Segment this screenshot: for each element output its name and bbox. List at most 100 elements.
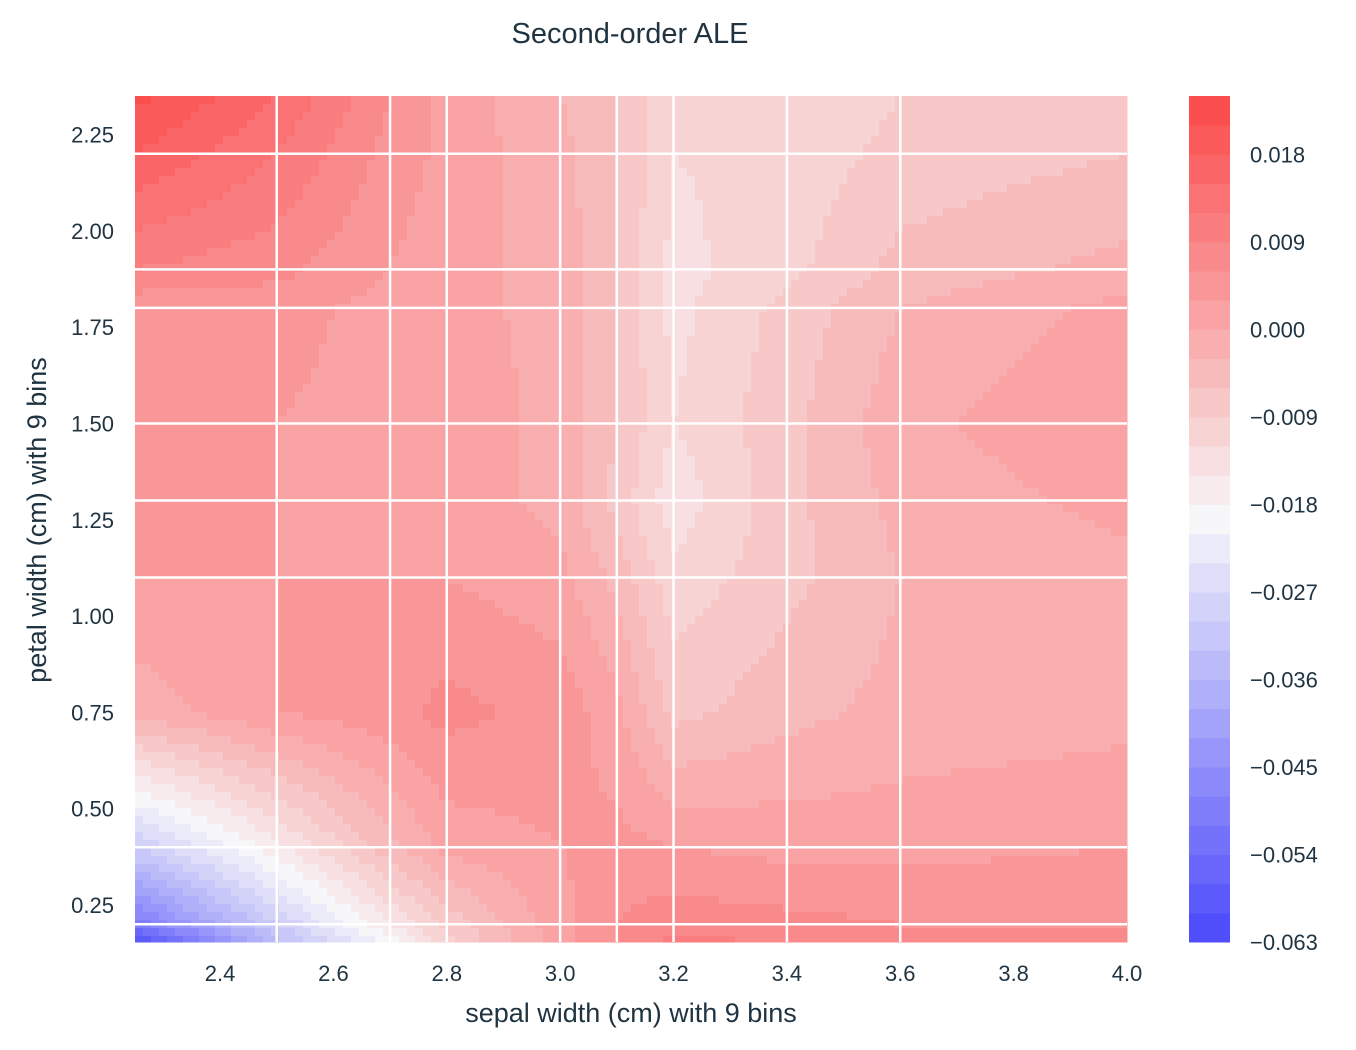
contour-cell — [511, 384, 520, 393]
contour-cell — [143, 296, 152, 305]
contour-cell — [207, 224, 216, 233]
contour-cell — [551, 232, 560, 241]
contour-cell — [759, 192, 768, 201]
contour-cell — [151, 384, 160, 393]
contour-cell — [807, 256, 816, 265]
contour-cell — [879, 280, 888, 289]
contour-cell — [1119, 232, 1128, 241]
contour-cell — [959, 248, 968, 257]
contour-cell — [455, 312, 464, 321]
contour-cell — [671, 192, 680, 201]
contour-cell — [623, 224, 632, 233]
contour-cell — [695, 408, 704, 417]
contour-cell — [703, 176, 712, 185]
contour-cell — [215, 144, 224, 153]
contour-cell — [887, 152, 896, 161]
contour-cell — [607, 320, 616, 329]
contour-cell — [863, 128, 872, 137]
contour-cell — [503, 328, 512, 337]
contour-cell — [719, 120, 728, 129]
contour-cell — [991, 128, 1000, 137]
contour-cell — [223, 176, 232, 185]
contour-cell — [815, 192, 824, 201]
contour-cell — [999, 360, 1008, 369]
contour-cell — [351, 168, 360, 177]
contour-cell — [1111, 408, 1120, 417]
contour-cell — [199, 208, 208, 217]
contour-cell — [383, 400, 392, 409]
contour-cell — [1063, 400, 1072, 409]
contour-cell — [175, 120, 184, 129]
contour-cell — [919, 376, 928, 385]
contour-cell — [407, 208, 416, 217]
contour-cell — [279, 312, 288, 321]
contour-cell — [631, 288, 640, 297]
contour-cell — [1079, 128, 1088, 137]
contour-cell — [1031, 368, 1040, 377]
contour-cell — [367, 112, 376, 121]
contour-cell — [447, 160, 456, 169]
contour-cell — [1063, 160, 1072, 169]
contour-cell — [591, 360, 600, 369]
contour-cell — [335, 104, 344, 113]
contour-cell — [447, 112, 456, 121]
contour-cell — [1079, 160, 1088, 169]
contour-cell — [959, 376, 968, 385]
contour-cell — [183, 248, 192, 257]
contour-cell — [519, 376, 528, 385]
contour-cell — [711, 120, 720, 129]
contour-cell — [999, 144, 1008, 153]
contour-cell — [1031, 256, 1040, 265]
contour-cell — [735, 104, 744, 113]
contour-cell — [199, 144, 208, 153]
contour-cell — [831, 112, 840, 121]
contour-cell — [767, 312, 776, 321]
contour-cell — [703, 344, 712, 353]
contour-cell — [679, 272, 688, 281]
contour-cell — [1047, 128, 1056, 137]
contour-cell — [351, 320, 360, 329]
contour-cell — [399, 144, 408, 153]
contour-cell — [311, 256, 320, 265]
contour-cell — [367, 384, 376, 393]
contour-cell — [511, 280, 520, 289]
contour-cell — [495, 336, 504, 345]
contour-cell — [535, 248, 544, 257]
contour-cell — [143, 288, 152, 297]
contour-cell — [911, 392, 920, 401]
contour-cell — [935, 320, 944, 329]
contour-cell — [511, 120, 520, 129]
contour-cell — [1007, 376, 1016, 385]
contour-cell — [903, 152, 912, 161]
contour-cell — [159, 280, 168, 289]
contour-cell — [263, 200, 272, 209]
contour-cell — [935, 200, 944, 209]
contour-cell — [607, 336, 616, 345]
contour-cell — [1111, 168, 1120, 177]
contour-cell — [623, 136, 632, 145]
contour-cell — [1055, 296, 1064, 305]
contour-cell — [223, 248, 232, 257]
contour-cell — [727, 144, 736, 153]
contour-cell — [1039, 288, 1048, 297]
contour-cell — [487, 248, 496, 257]
contour-cell — [919, 168, 928, 177]
contour-cell — [703, 160, 712, 169]
contour-cell — [191, 96, 200, 105]
contour-cell — [375, 176, 384, 185]
contour-cell — [503, 128, 512, 137]
contour-cell — [455, 392, 464, 401]
contour-cell — [903, 360, 912, 369]
contour-cell — [527, 312, 536, 321]
contour-cell — [151, 352, 160, 361]
contour-cell — [359, 168, 368, 177]
contour-cell — [247, 152, 256, 161]
contour-cell — [863, 216, 872, 225]
contour-cell — [239, 344, 248, 353]
contour-cell — [607, 192, 616, 201]
contour-cell — [1087, 376, 1096, 385]
contour-cell — [751, 96, 760, 105]
contour-cell — [911, 272, 920, 281]
contour-cell — [287, 328, 296, 337]
contour-cell — [1015, 184, 1024, 193]
